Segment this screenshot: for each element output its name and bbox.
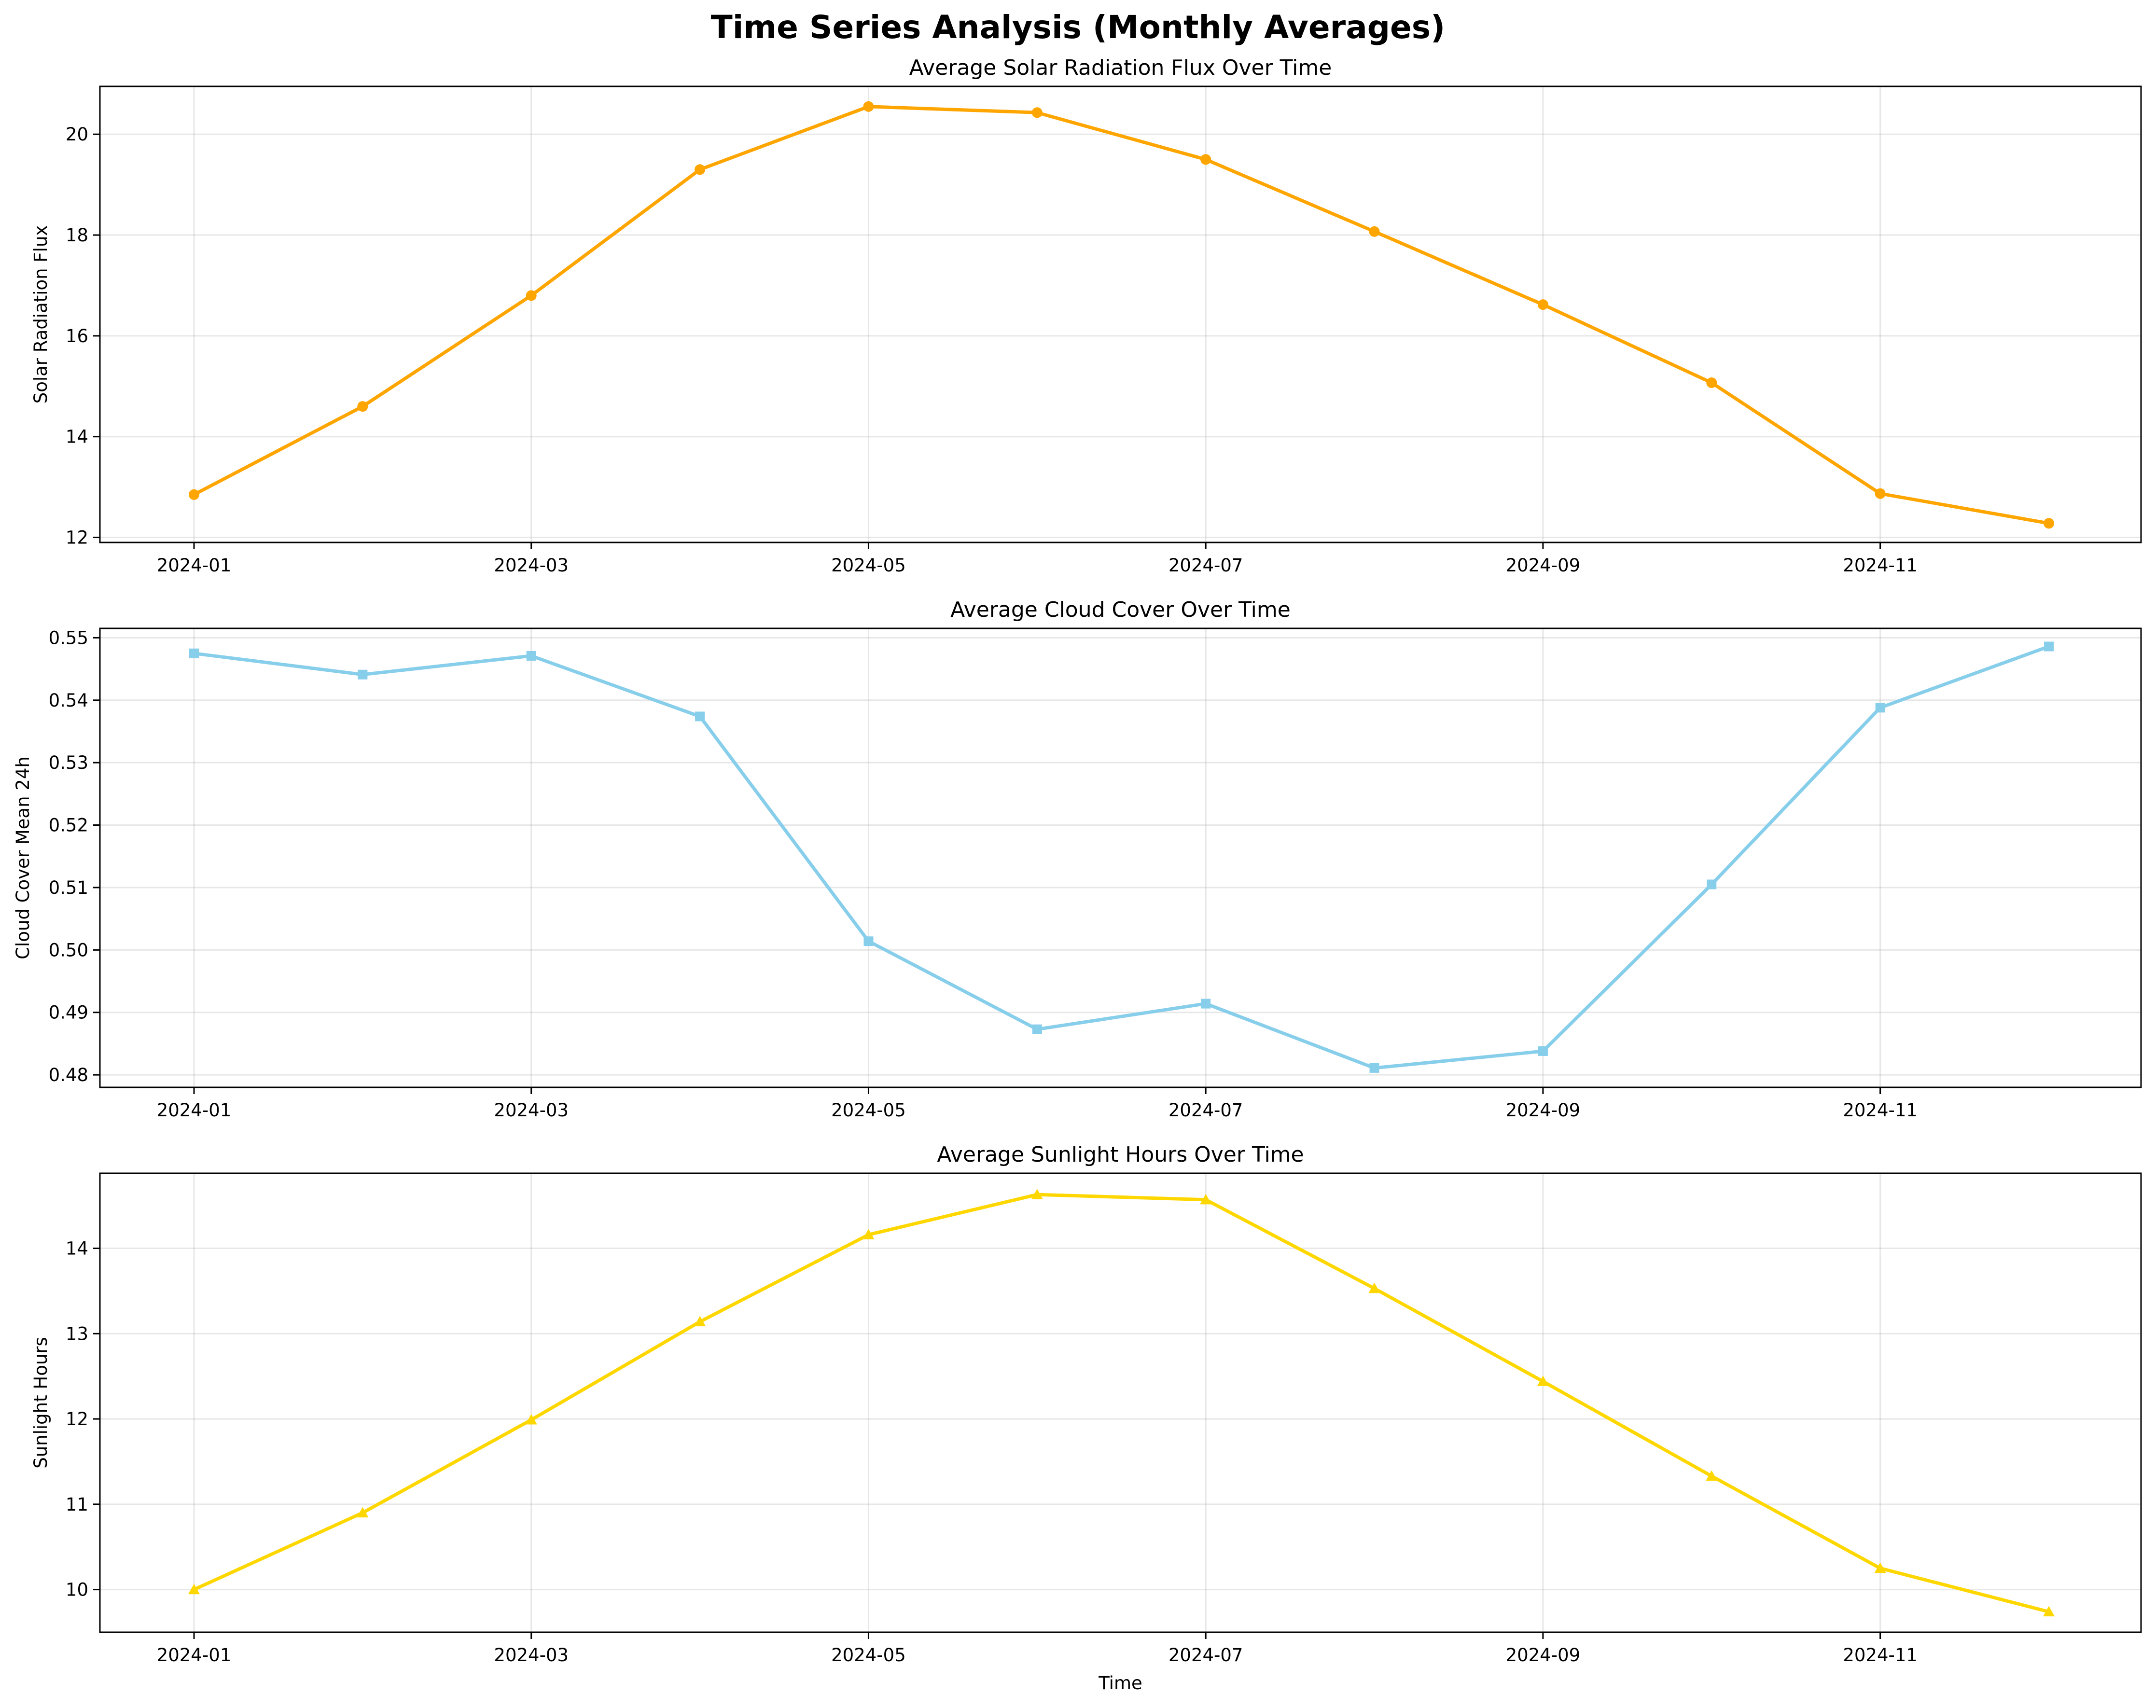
data-point [862, 1229, 875, 1239]
y-tick-label: 0.51 [49, 877, 88, 898]
x-tick-label: 2024-11 [1843, 1645, 1918, 1666]
data-point [358, 669, 368, 680]
x-tick-label: 2024-05 [831, 555, 906, 576]
x-tick-label: 2024-11 [1843, 555, 1918, 576]
data-point [1706, 377, 1717, 388]
data-point [1031, 107, 1043, 118]
data-point [526, 651, 536, 661]
axes-frame [99, 85, 2142, 543]
data-point [1875, 703, 1885, 713]
x-tick-label: 2024-01 [157, 1100, 232, 1121]
data-point [695, 164, 706, 175]
data-point [2044, 641, 2054, 652]
chart-title: Average Cloud Cover Over Time [950, 597, 1291, 622]
data-point [526, 290, 537, 301]
data-point [1538, 1046, 1548, 1056]
data-point [694, 1316, 706, 1327]
x-tick-label: 2024-03 [494, 1100, 569, 1121]
data-point [1200, 1194, 1212, 1205]
data-point [1537, 299, 1548, 310]
x-tick-label: 2024-01 [157, 1645, 232, 1666]
data-point [1875, 488, 1886, 499]
chart-title: Average Solar Radiation Flux Over Time [909, 56, 1332, 80]
y-tick-label: 20 [66, 124, 88, 145]
data-point [357, 401, 368, 412]
data-point [863, 936, 874, 946]
x-tick-label: 2024-07 [1168, 555, 1243, 576]
x-tick-label: 2024-07 [1168, 1100, 1243, 1121]
data-point [1200, 154, 1211, 165]
data-point [188, 1583, 200, 1595]
x-tick-label: 2024-01 [157, 555, 232, 576]
data-point [1201, 999, 1211, 1009]
data-point [2043, 1606, 2055, 1617]
y-tick-label: 0.54 [49, 690, 88, 711]
series-line [192, 645, 2051, 1070]
data-point [357, 1507, 369, 1518]
x-tick-label: 2024-03 [494, 1645, 569, 1666]
y-tick-label: 10 [66, 1580, 88, 1600]
y-tick-label: 0.50 [49, 940, 88, 960]
y-tick-label: 12 [66, 528, 88, 548]
chart-panel-2: 2024-01 2024-03 2024-05 2024-07 2024-09 2024-… [13, 597, 2142, 1121]
x-tick-label: 2024-07 [1168, 1645, 1243, 1666]
y-tick-label: 11 [66, 1494, 88, 1515]
series-line [192, 105, 2051, 525]
y-tick-label: 0.49 [49, 1002, 88, 1023]
data-point [189, 489, 199, 500]
data-point [525, 1414, 537, 1425]
data-point [1369, 1063, 1379, 1073]
x-tick-label: 2024-09 [1506, 1100, 1581, 1121]
data-point [2044, 518, 2054, 529]
data-point [695, 711, 705, 722]
x-tick-label: 2024-09 [1506, 555, 1581, 576]
data-point [189, 648, 199, 658]
series-line [192, 1193, 2051, 1614]
y-axis-label: Cloud Cover Mean 24h [13, 756, 33, 959]
chart-panel-1: 2024-01 2024-03 2024-05 2024-07 2024-09 2024-… [30, 56, 2142, 576]
y-tick-label: 16 [66, 326, 88, 347]
data-point [1369, 226, 1380, 237]
chart-panel-3: 2024-01 2024-03 2024-05 2024-07 2024-09 2024-… [30, 1142, 2142, 1694]
axes-frame [99, 627, 2142, 1088]
data-point [1032, 1024, 1042, 1034]
axes-frame [99, 1172, 2142, 1633]
y-tick-label: 18 [66, 225, 88, 246]
data-point [1874, 1562, 1886, 1573]
y-tick-label: 14 [66, 1238, 88, 1259]
x-axis-label: Time [1098, 1673, 1142, 1694]
x-tick-label: 2024-05 [831, 1100, 906, 1121]
y-tick-label: 14 [66, 427, 88, 447]
data-point [1707, 879, 1717, 889]
chart-title: Average Sunlight Hours Over Time [937, 1142, 1304, 1167]
y-tick-label: 0.55 [49, 627, 88, 648]
y-tick-label: 13 [66, 1323, 88, 1344]
x-tick-label: 2024-11 [1843, 1100, 1918, 1121]
y-tick-label: 0.53 [49, 752, 88, 773]
x-tick-label: 2024-03 [494, 555, 569, 576]
y-tick-label: 0.52 [49, 815, 88, 836]
x-tick-label: 2024-05 [831, 1645, 906, 1666]
data-point [1031, 1189, 1043, 1199]
y-tick-label: 0.48 [49, 1065, 88, 1085]
y-axis-label: Solar Radiation Flux [30, 225, 51, 404]
data-point [1537, 1375, 1549, 1386]
data-point [863, 101, 874, 112]
x-tick-label: 2024-09 [1506, 1645, 1581, 1666]
y-axis-label: Sunlight Hours [30, 1337, 51, 1469]
figure-title: Time Series Analysis (Monthly Averages) [710, 9, 1446, 46]
data-point [1706, 1470, 1718, 1481]
y-tick-label: 12 [66, 1409, 88, 1430]
data-point [1368, 1282, 1380, 1293]
